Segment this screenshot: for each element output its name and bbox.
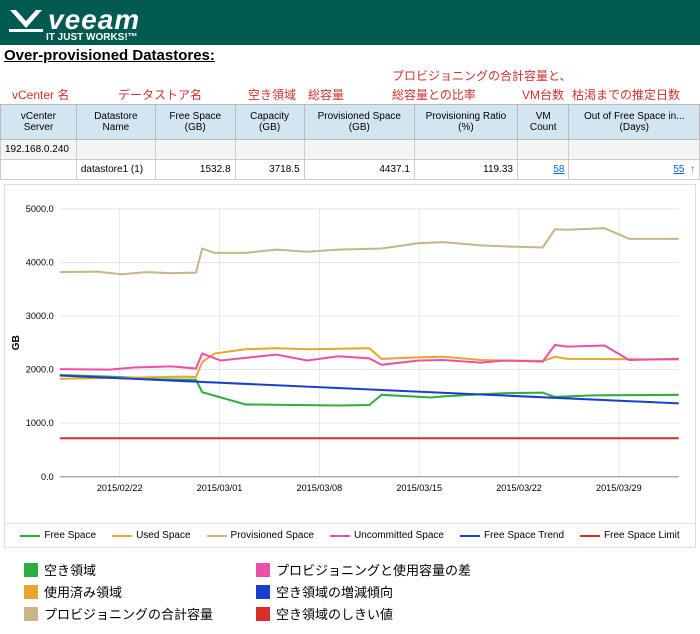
svg-text:GB: GB (11, 335, 22, 350)
japanese-legend: 空き領域プロビジョニングと使用容量の差使用済み領域空き領域の増減傾向プロビジョニ… (0, 552, 700, 634)
vm-count-link[interactable]: 58 (553, 164, 564, 175)
table-header: Datastore Name (76, 105, 155, 140)
svg-text:2015/03/29: 2015/03/29 (596, 483, 642, 493)
svg-text:2015/03/08: 2015/03/08 (297, 483, 343, 493)
svg-text:2000.0: 2000.0 (26, 365, 54, 375)
table-row: 192.168.0.240 (1, 140, 700, 160)
page-title: Over-provisioned Datastores: (4, 47, 215, 64)
annotation-row-2: vCenter 名 データストア名 空き領域 総容量 総容量との比率 VM台数 … (0, 85, 700, 104)
svg-text:3000.0: 3000.0 (26, 311, 54, 321)
table-row: datastore1 (1) 1532.8 3718.5 4437.1 119.… (1, 160, 700, 180)
svg-text:2015/03/01: 2015/03/01 (197, 483, 243, 493)
table-header: VM Count (517, 105, 569, 140)
svg-text:2015/02/22: 2015/02/22 (97, 483, 143, 493)
capacity-chart: 0.0 1000.0 2000.0 3000.0 4000.0 5000.0 2015/02… (4, 184, 696, 524)
datastore-table: vCenter ServerDatastore NameFree Space (… (0, 104, 700, 180)
table-header: Capacity (GB) (235, 105, 304, 140)
days-link[interactable]: 55 (673, 164, 684, 175)
brand-tagline: IT JUST WORKS!™ (8, 32, 692, 43)
svg-text:1000.0: 1000.0 (26, 418, 54, 428)
svg-text:2015/03/15: 2015/03/15 (396, 483, 442, 493)
table-header: vCenter Server (1, 105, 77, 140)
table-header: Provisioning Ratio (%) (414, 105, 517, 140)
svg-text:4000.0: 4000.0 (26, 258, 54, 268)
veeam-logo-icon (8, 6, 44, 34)
svg-text:0.0: 0.0 (41, 472, 54, 482)
annotation-row-1: プロビジョニングの合計容量と、 (0, 66, 700, 85)
chart-legend: Free SpaceUsed SpaceProvisioned SpaceUnc… (4, 524, 696, 548)
table-header: Provisioned Space (GB) (304, 105, 414, 140)
svg-text:2015/03/22: 2015/03/22 (496, 483, 542, 493)
brand-header: veeam IT JUST WORKS!™ (0, 0, 700, 45)
table-header: Free Space (GB) (155, 105, 235, 140)
arrow-up-icon: ↑ (690, 164, 695, 175)
svg-text:5000.0: 5000.0 (26, 204, 54, 214)
table-header: Out of Free Space in... (Days) (569, 105, 700, 140)
